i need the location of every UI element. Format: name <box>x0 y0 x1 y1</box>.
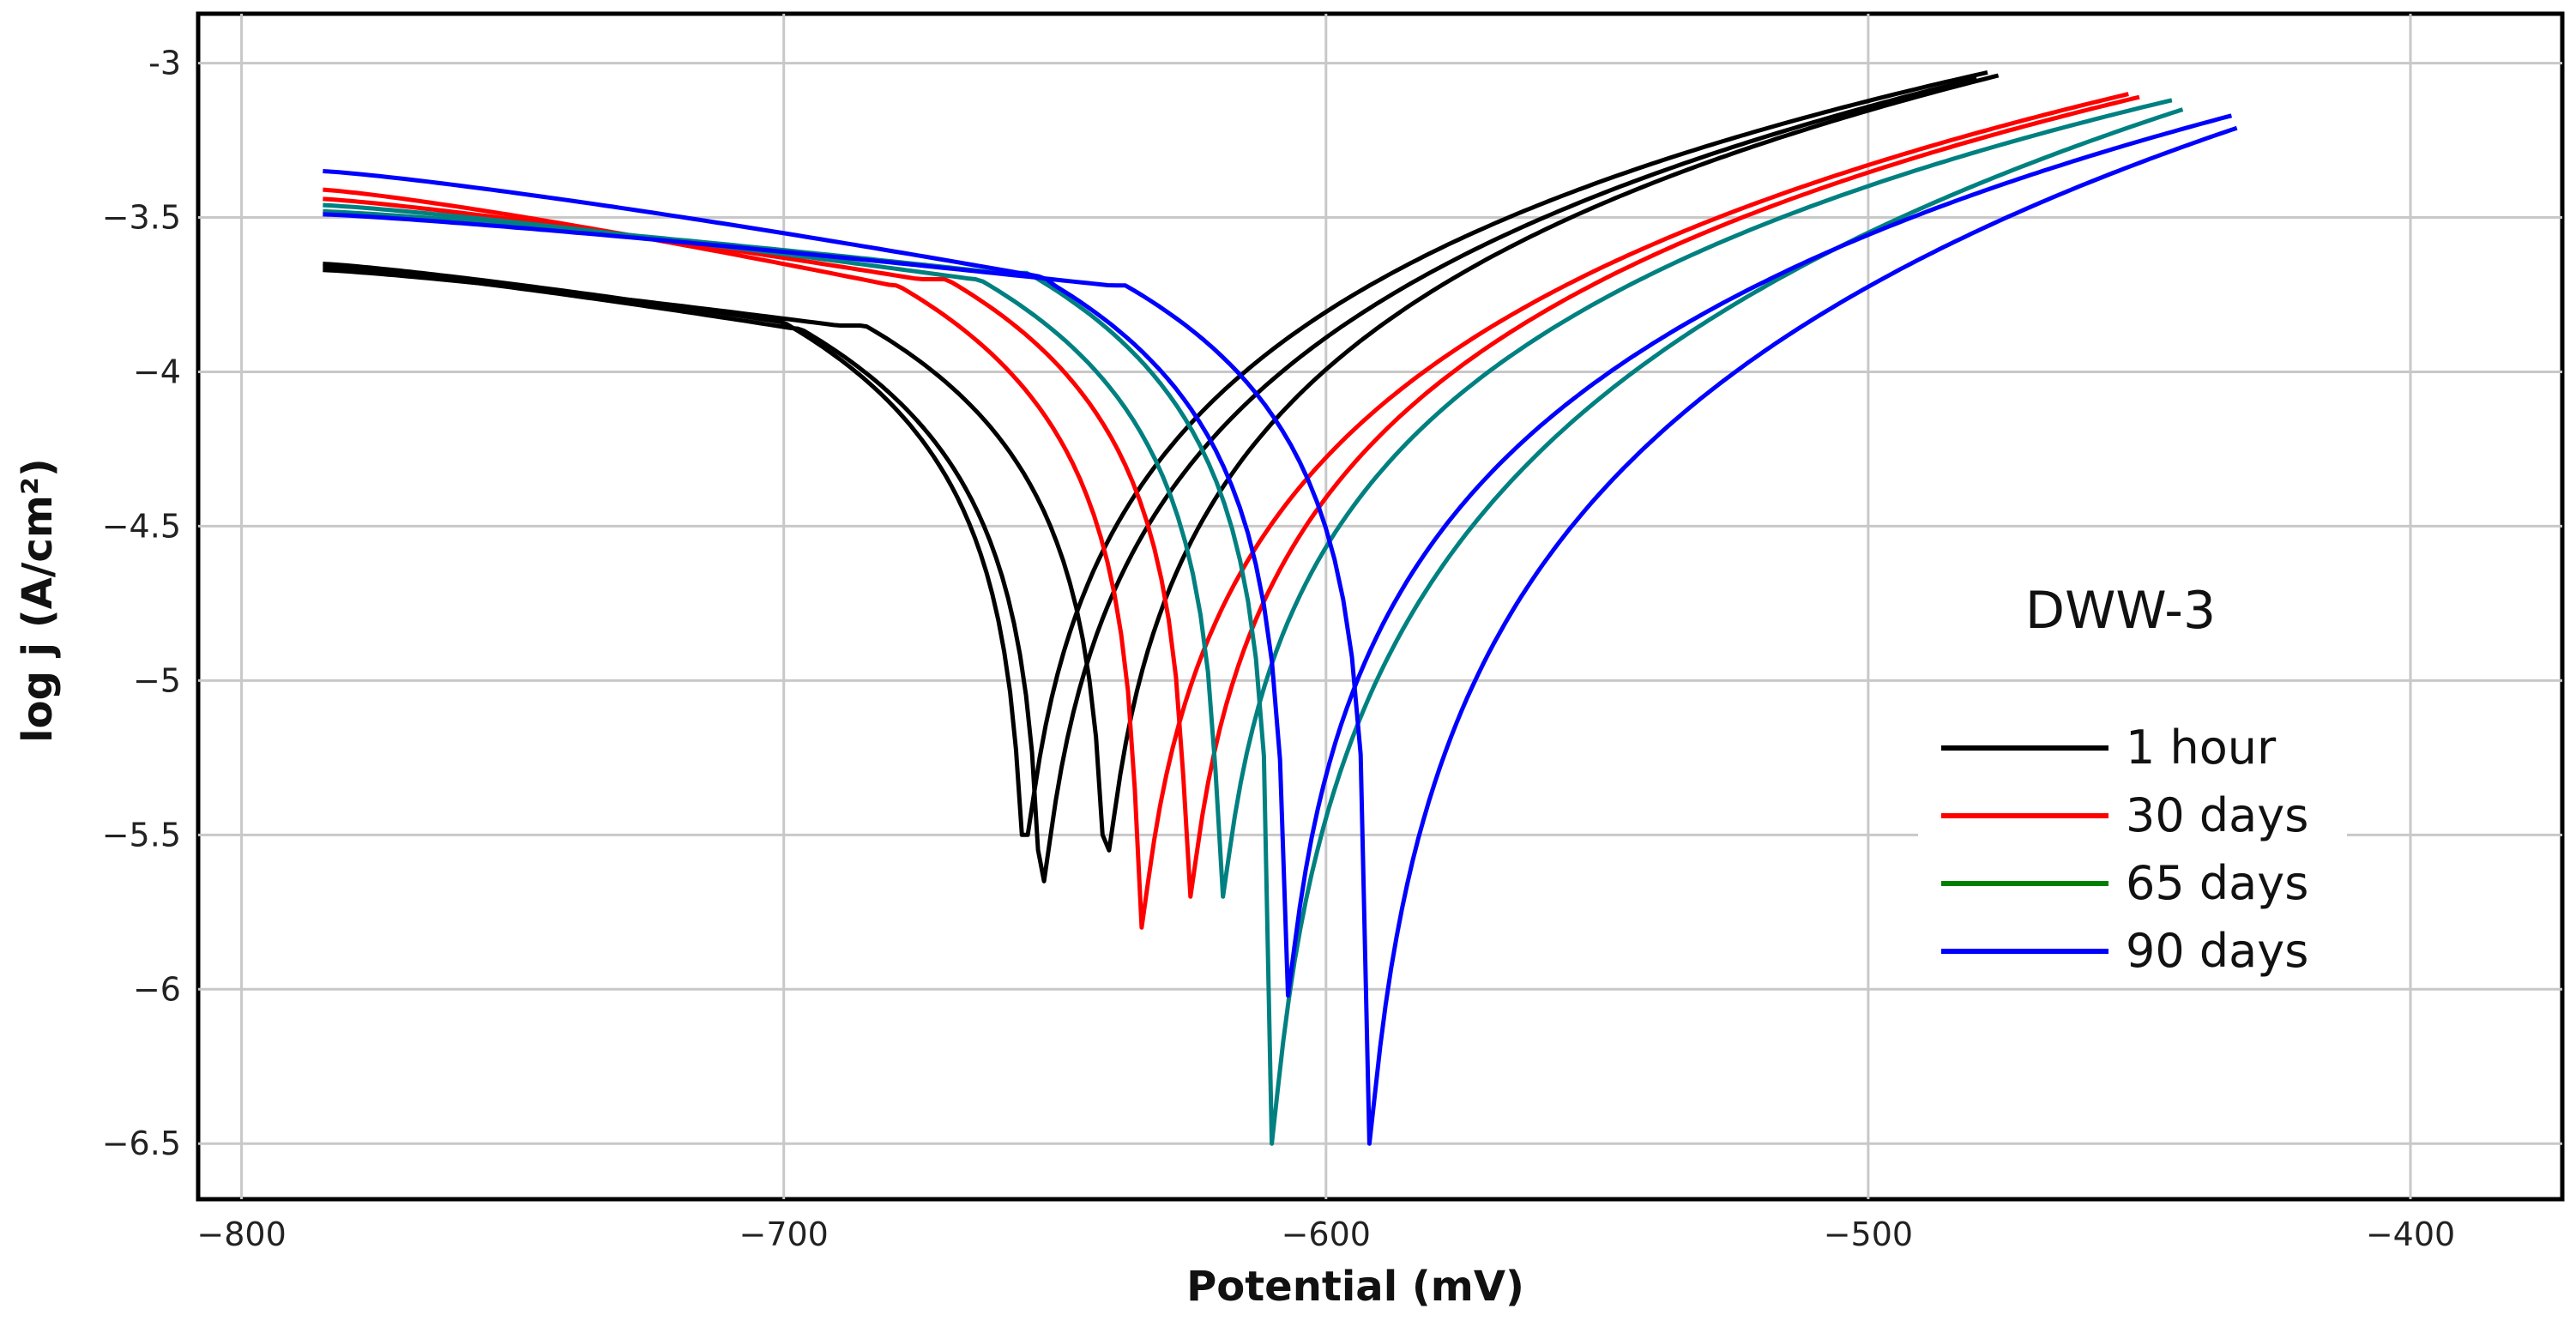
x-axis-title: Potential (mV) <box>1186 1263 1524 1311</box>
tick-labels: −800 −700 −600 −500 −400 -3 −3.5 −4 −4.5 −5 −5.5 −6… <box>102 45 2455 1253</box>
legend-label: 30 days <box>2126 788 2308 842</box>
legend-background <box>1918 712 2347 986</box>
series-line-8 <box>323 125 2238 1146</box>
x-tick-label: −400 <box>2366 1215 2455 1253</box>
legend-label: 90 days <box>2126 924 2308 978</box>
series-line-7 <box>323 113 2233 998</box>
y-tick-label: −5.5 <box>102 816 181 854</box>
plot-frame <box>196 11 2565 1202</box>
series-line-1 <box>323 76 1977 884</box>
chart-annotation: DWW-3 <box>2025 581 2216 641</box>
y-tick-label: −6 <box>133 970 181 1008</box>
x-tick-label: −700 <box>739 1215 828 1253</box>
x-tick-label: −800 <box>196 1215 286 1253</box>
y-tick-label: −6.5 <box>102 1125 181 1162</box>
y-tick-label: −4.5 <box>102 507 181 545</box>
legend-label: 65 days <box>2126 856 2308 910</box>
y-axis-title: log j (A/cm²) <box>14 458 62 743</box>
y-tick-label: −3.5 <box>102 199 181 237</box>
x-tick-label: −500 <box>1824 1215 1913 1253</box>
y-tick-label: −5 <box>133 661 181 699</box>
legend-label: 1 hour <box>2126 721 2277 775</box>
series-layer <box>323 69 2238 1146</box>
legend: 1 hour 30 days 65 days 90 days <box>1918 712 2347 986</box>
y-tick-label: -3 <box>148 45 181 82</box>
y-tick-label: −4 <box>133 353 181 390</box>
x-tick-label: −600 <box>1282 1215 1371 1253</box>
grid <box>198 14 2562 1199</box>
